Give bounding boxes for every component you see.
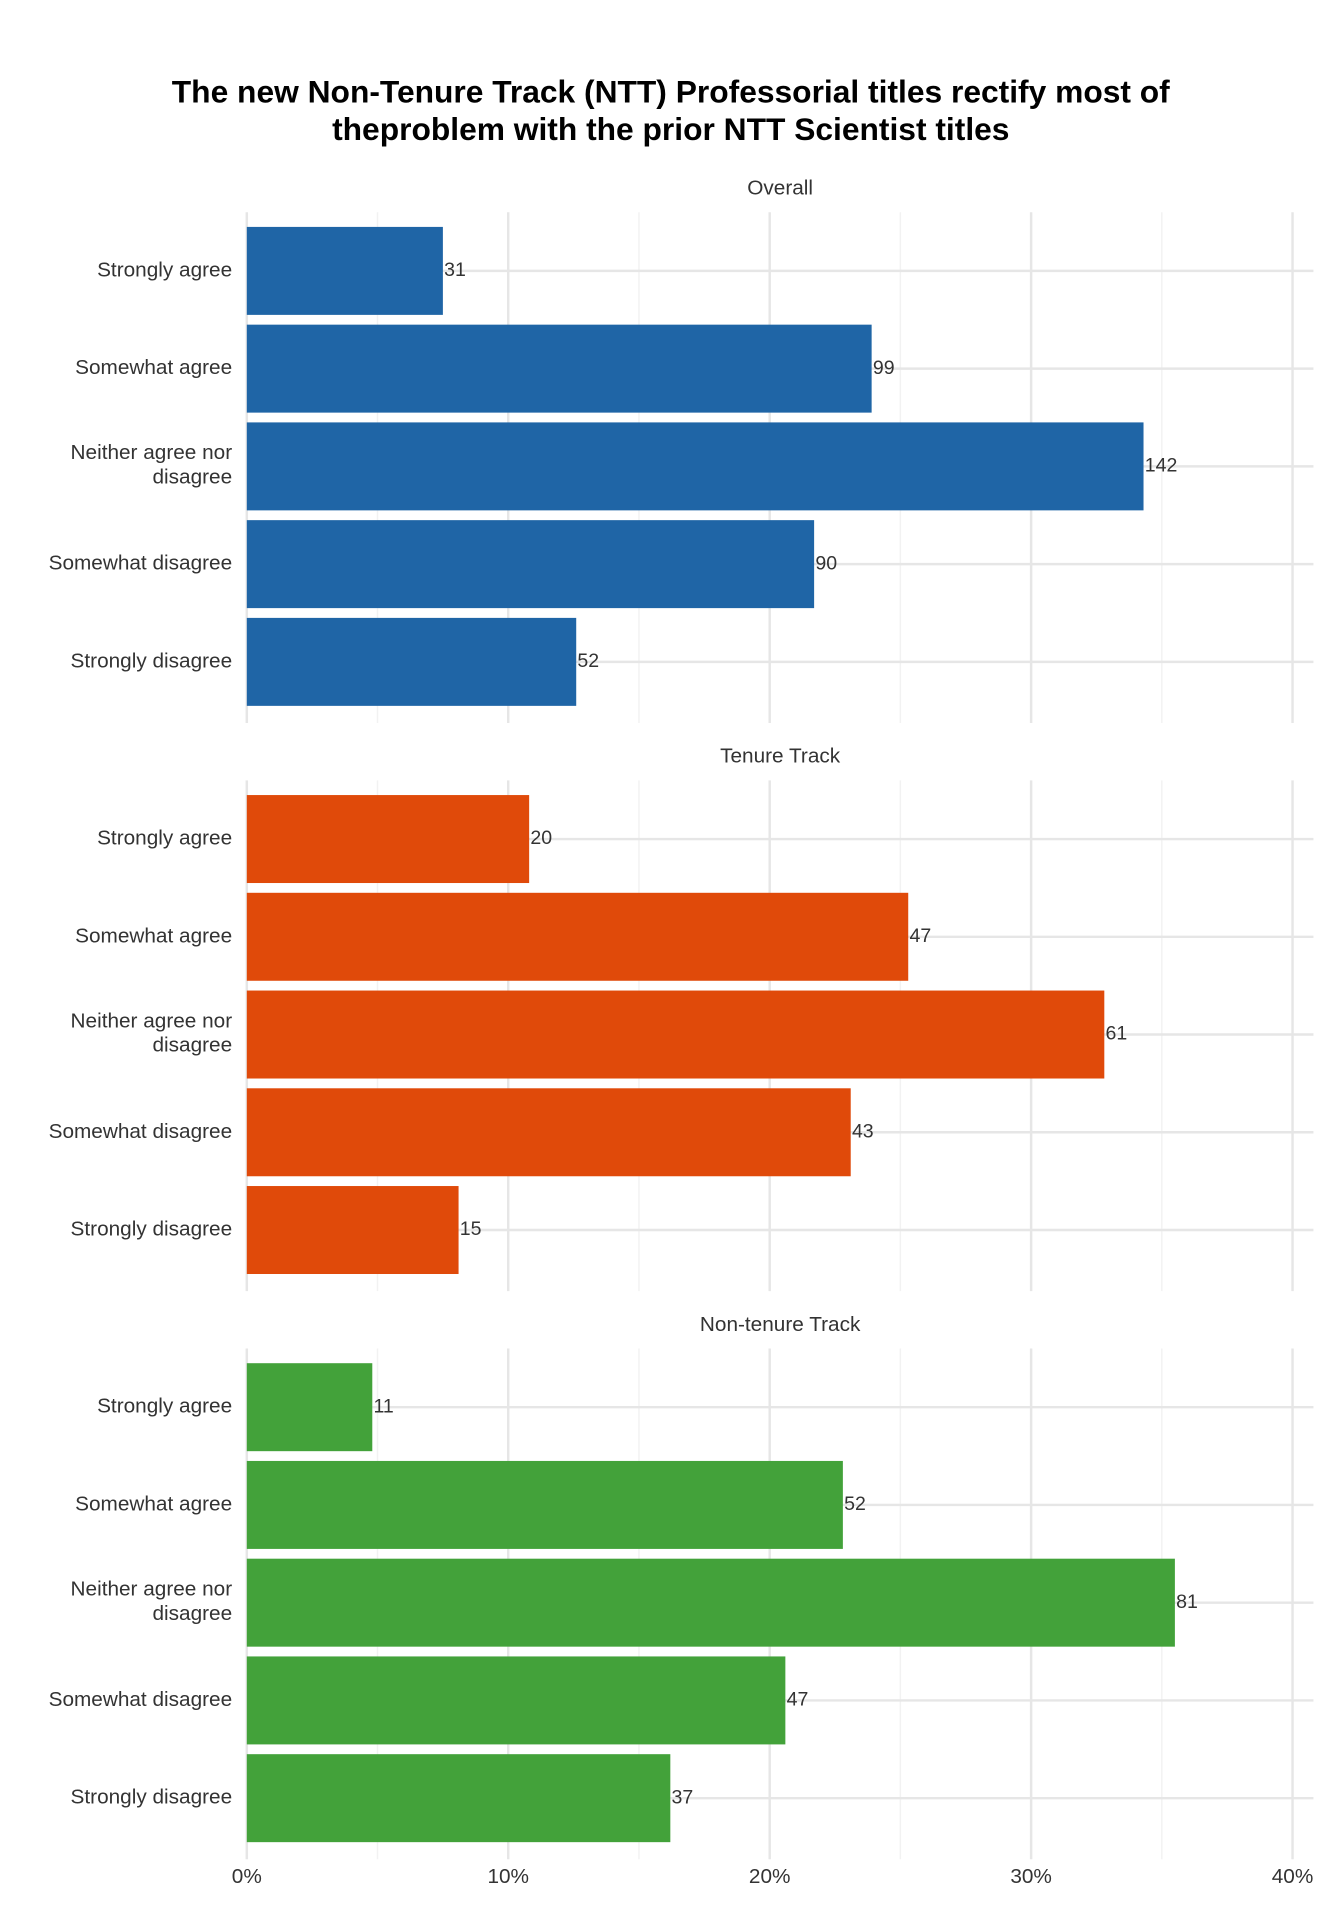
x-tick-label: 20%	[749, 1865, 791, 1888]
category-label: Strongly disagree	[71, 649, 233, 672]
bar	[246, 1656, 786, 1745]
bar	[246, 1460, 843, 1549]
count-label: 37	[672, 1786, 694, 1808]
category-label: Strongly disagree	[71, 1786, 233, 1809]
count-label: 47	[787, 1689, 809, 1711]
bar	[246, 617, 577, 706]
count-label: 61	[1106, 1023, 1128, 1045]
category-label: Somewhat agree	[75, 1492, 232, 1515]
count-label: 99	[873, 357, 895, 379]
category-label: Neither agree nor disagree	[71, 1010, 233, 1057]
category-label: Strongly agree	[97, 827, 232, 850]
count-label: 52	[844, 1493, 866, 1515]
count-label: 47	[909, 925, 931, 947]
bar	[246, 226, 443, 315]
count-label: 52	[577, 650, 599, 672]
count-label: 20	[530, 827, 552, 849]
panel-title: Overall	[747, 177, 813, 200]
category-label: Neither agree nor disagree	[71, 1578, 233, 1625]
bar	[246, 892, 909, 981]
category-label: Strongly agree	[97, 1395, 232, 1418]
count-label: 11	[374, 1395, 394, 1417]
category-label: Somewhat disagree	[49, 1120, 233, 1143]
bar	[246, 520, 815, 609]
x-tick-label: 30%	[1010, 1865, 1052, 1888]
bar	[246, 1186, 459, 1275]
count-label: 142	[1145, 455, 1178, 477]
bar	[246, 1088, 851, 1177]
bar	[246, 990, 1105, 1079]
x-tick-label: 40%	[1272, 1865, 1314, 1888]
bar	[246, 324, 872, 413]
bar	[246, 1558, 1175, 1647]
category-label: Strongly disagree	[71, 1218, 233, 1241]
panel-title: Non-tenure Track	[700, 1313, 861, 1336]
count-label: 43	[852, 1120, 874, 1142]
x-tick-label: 10%	[487, 1865, 529, 1888]
x-tick-label: 0%	[232, 1865, 262, 1888]
category-label: Strongly agree	[97, 258, 232, 281]
bar	[246, 1754, 671, 1843]
count-label: 90	[815, 552, 837, 574]
category-label: Somewhat agree	[75, 924, 232, 947]
count-label: 81	[1176, 1591, 1198, 1613]
category-label: Somewhat agree	[75, 356, 232, 379]
count-label: 15	[460, 1218, 482, 1240]
bar	[246, 795, 530, 884]
bar	[246, 1363, 373, 1452]
category-label: Somewhat disagree	[49, 1688, 233, 1711]
category-label: Somewhat disagree	[49, 552, 233, 575]
count-label: 31	[444, 259, 466, 281]
bar	[246, 422, 1144, 511]
chart-title: The new Non-Tenure Track (NTT) Professor…	[172, 74, 1170, 148]
category-label: Neither agree nor disagree	[71, 442, 233, 489]
panel-title: Tenure Track	[720, 745, 841, 768]
